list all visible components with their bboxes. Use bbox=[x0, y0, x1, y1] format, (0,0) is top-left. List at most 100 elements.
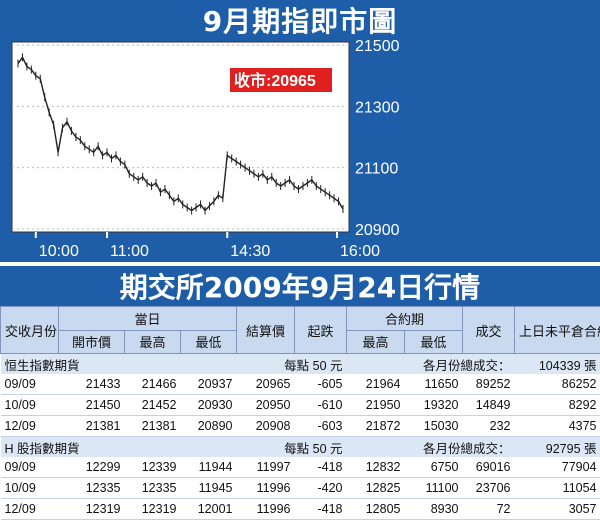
table-cell: 12339 bbox=[124, 457, 181, 478]
table-cell: 6750 bbox=[404, 457, 463, 478]
table-cell: 21381 bbox=[124, 415, 181, 437]
header-low: 最低 bbox=[180, 329, 237, 354]
table-cell: 21872 bbox=[346, 415, 405, 437]
chart-area: 21500 21300 21100 20900 10:00 11:00 14:30 16:00… bbox=[0, 40, 600, 262]
section-total-value: 104339 張 bbox=[514, 353, 600, 374]
table-cell: 86252 bbox=[514, 374, 600, 395]
close-label-box bbox=[230, 68, 332, 92]
table-cell: 11100 bbox=[404, 477, 463, 499]
y-tick-label: 21300 bbox=[355, 99, 400, 116]
table-cell: 11996 bbox=[236, 498, 295, 520]
header-contract-period: 合約期 bbox=[345, 306, 464, 331]
table-cell: 09/09 bbox=[0, 457, 59, 478]
table-cell: 20930 bbox=[180, 394, 237, 416]
header-cp-high: 最高 bbox=[346, 329, 405, 354]
header-high: 最高 bbox=[124, 329, 181, 354]
table-cell: 12/09 bbox=[0, 498, 59, 520]
table-cell: -418 bbox=[294, 498, 347, 520]
chart-title: 9月期指即市圖 bbox=[0, 0, 600, 40]
table-cell: 20950 bbox=[236, 394, 295, 416]
intraday-line-chart: 21500 21300 21100 20900 10:00 11:00 14:30 16:00… bbox=[11, 40, 400, 260]
y-tick-label: 21100 bbox=[355, 161, 398, 178]
intraday-chart-panel: 9月期指即市圖 21500 21300 21100 20900 10:00 11:00 14… bbox=[0, 0, 600, 262]
table-cell: -610 bbox=[294, 394, 347, 416]
table-cell: 12825 bbox=[346, 477, 405, 499]
y-tick-label: 21500 bbox=[355, 40, 400, 55]
table-cell: 11997 bbox=[236, 457, 295, 478]
table-cell: 89252 bbox=[462, 374, 515, 395]
table-cell: 15030 bbox=[404, 415, 463, 437]
table-cell: 20965 bbox=[236, 374, 295, 395]
table-cell: 23706 bbox=[462, 477, 515, 499]
section-total-value: 92795 張 bbox=[514, 436, 600, 457]
section-name: 恒生指數期貨 bbox=[0, 353, 237, 374]
table-row: 09/09 12299 12339 11944 11997 -418 12832 6750 69… bbox=[0, 457, 600, 478]
x-tick-label: 10:00 bbox=[39, 243, 79, 260]
section-per-point: 每點 50 元 bbox=[236, 436, 347, 457]
table-cell: 12832 bbox=[346, 457, 405, 478]
futures-quote-table: 交收月份 當日 結算價 起跌 合約期 成交 上日未平倉合約(張) 開市價 最高 … bbox=[0, 306, 600, 520]
table-cell: 11054 bbox=[514, 477, 600, 499]
table-cell: 21466 bbox=[124, 374, 181, 395]
table-cell: -603 bbox=[294, 415, 347, 437]
table-cell: -418 bbox=[294, 457, 347, 478]
x-tick-label: 14:30 bbox=[230, 243, 270, 260]
table-cell: 21381 bbox=[58, 415, 125, 437]
table-cell: 12319 bbox=[58, 498, 125, 520]
table-cell: 8292 bbox=[514, 394, 600, 416]
table-cell: 4375 bbox=[514, 415, 600, 437]
table-cell: 3057 bbox=[514, 498, 600, 520]
table-cell: 21450 bbox=[58, 394, 125, 416]
table-cell: 21964 bbox=[346, 374, 405, 395]
header-change: 起跌 bbox=[294, 306, 347, 354]
table-cell: -605 bbox=[294, 374, 347, 395]
table-cell: 20937 bbox=[180, 374, 237, 395]
table-cell: 21452 bbox=[124, 394, 181, 416]
table-cell: 12805 bbox=[346, 498, 405, 520]
section-total-label: 各月份總成交： bbox=[346, 353, 515, 374]
table-cell: 12/09 bbox=[0, 415, 59, 437]
table-cell: 8930 bbox=[404, 498, 463, 520]
table-cell: 19320 bbox=[404, 394, 463, 416]
section-header-row: H 股指數期貨 每點 50 元各月份總成交： 92795 張 bbox=[0, 436, 600, 457]
table-cell: 14849 bbox=[462, 394, 515, 416]
header-today: 當日 bbox=[58, 306, 237, 331]
table-cell: 12001 bbox=[180, 498, 237, 520]
table-row: 10/09 21450 21452 20930 20950 -610 21950 19320 1… bbox=[0, 394, 600, 416]
table-row: 10/09 12335 12335 11945 11996 -420 12825 11100 2… bbox=[0, 477, 600, 499]
section-per-point: 每點 50 元 bbox=[236, 353, 347, 374]
table-row: 09/09 21433 21466 20937 20965 -605 21964 11650 8… bbox=[0, 374, 600, 395]
price-line bbox=[17, 55, 344, 212]
table-cell: 20908 bbox=[236, 415, 295, 437]
table-cell: 69016 bbox=[462, 457, 515, 478]
table-cell: 12335 bbox=[124, 477, 181, 499]
table-cell: 11996 bbox=[236, 477, 295, 499]
header-volume: 成交 bbox=[462, 306, 516, 354]
header-open-interest: 上日未平倉合約(張) bbox=[514, 306, 600, 354]
table-cell: 20890 bbox=[180, 415, 237, 437]
table-cell: 10/09 bbox=[0, 394, 59, 416]
table-cell: 12299 bbox=[58, 457, 125, 478]
table-cell: 11650 bbox=[404, 374, 463, 395]
table-cell: 11944 bbox=[180, 457, 237, 478]
section-name: H 股指數期貨 bbox=[0, 436, 237, 457]
section-total-label: 各月份總成交： bbox=[346, 436, 515, 457]
table-cell: -420 bbox=[294, 477, 347, 499]
table-cell: 10/09 bbox=[0, 477, 59, 499]
table-cell: 11945 bbox=[180, 477, 237, 499]
section-header-row: 恒生指數期貨 每點 50 元各月份總成交： 104339 張 bbox=[0, 353, 600, 374]
market-title: 期交所2009年9月24日行情 bbox=[0, 266, 600, 306]
table-cell: 09/09 bbox=[0, 374, 59, 395]
y-tick-label: 20900 bbox=[355, 222, 400, 239]
table-cell: 12319 bbox=[124, 498, 181, 520]
x-tick-label: 11:00 bbox=[110, 243, 149, 260]
x-tick-label: 16:00 bbox=[340, 243, 380, 260]
header-cp-low: 最低 bbox=[403, 329, 464, 354]
table-row: 12/09 21381 21381 20890 20908 -603 21872 15030 2… bbox=[0, 415, 600, 437]
table-cell: 77904 bbox=[514, 457, 600, 478]
table-cell: 232 bbox=[462, 415, 515, 437]
table-row: 12/09 12319 12319 12001 11996 -418 12805 8930 72… bbox=[0, 498, 600, 520]
close-label-text: 收市:20965 bbox=[234, 71, 316, 90]
table-cell: 21950 bbox=[346, 394, 405, 416]
header-month: 交收月份 bbox=[0, 306, 59, 354]
